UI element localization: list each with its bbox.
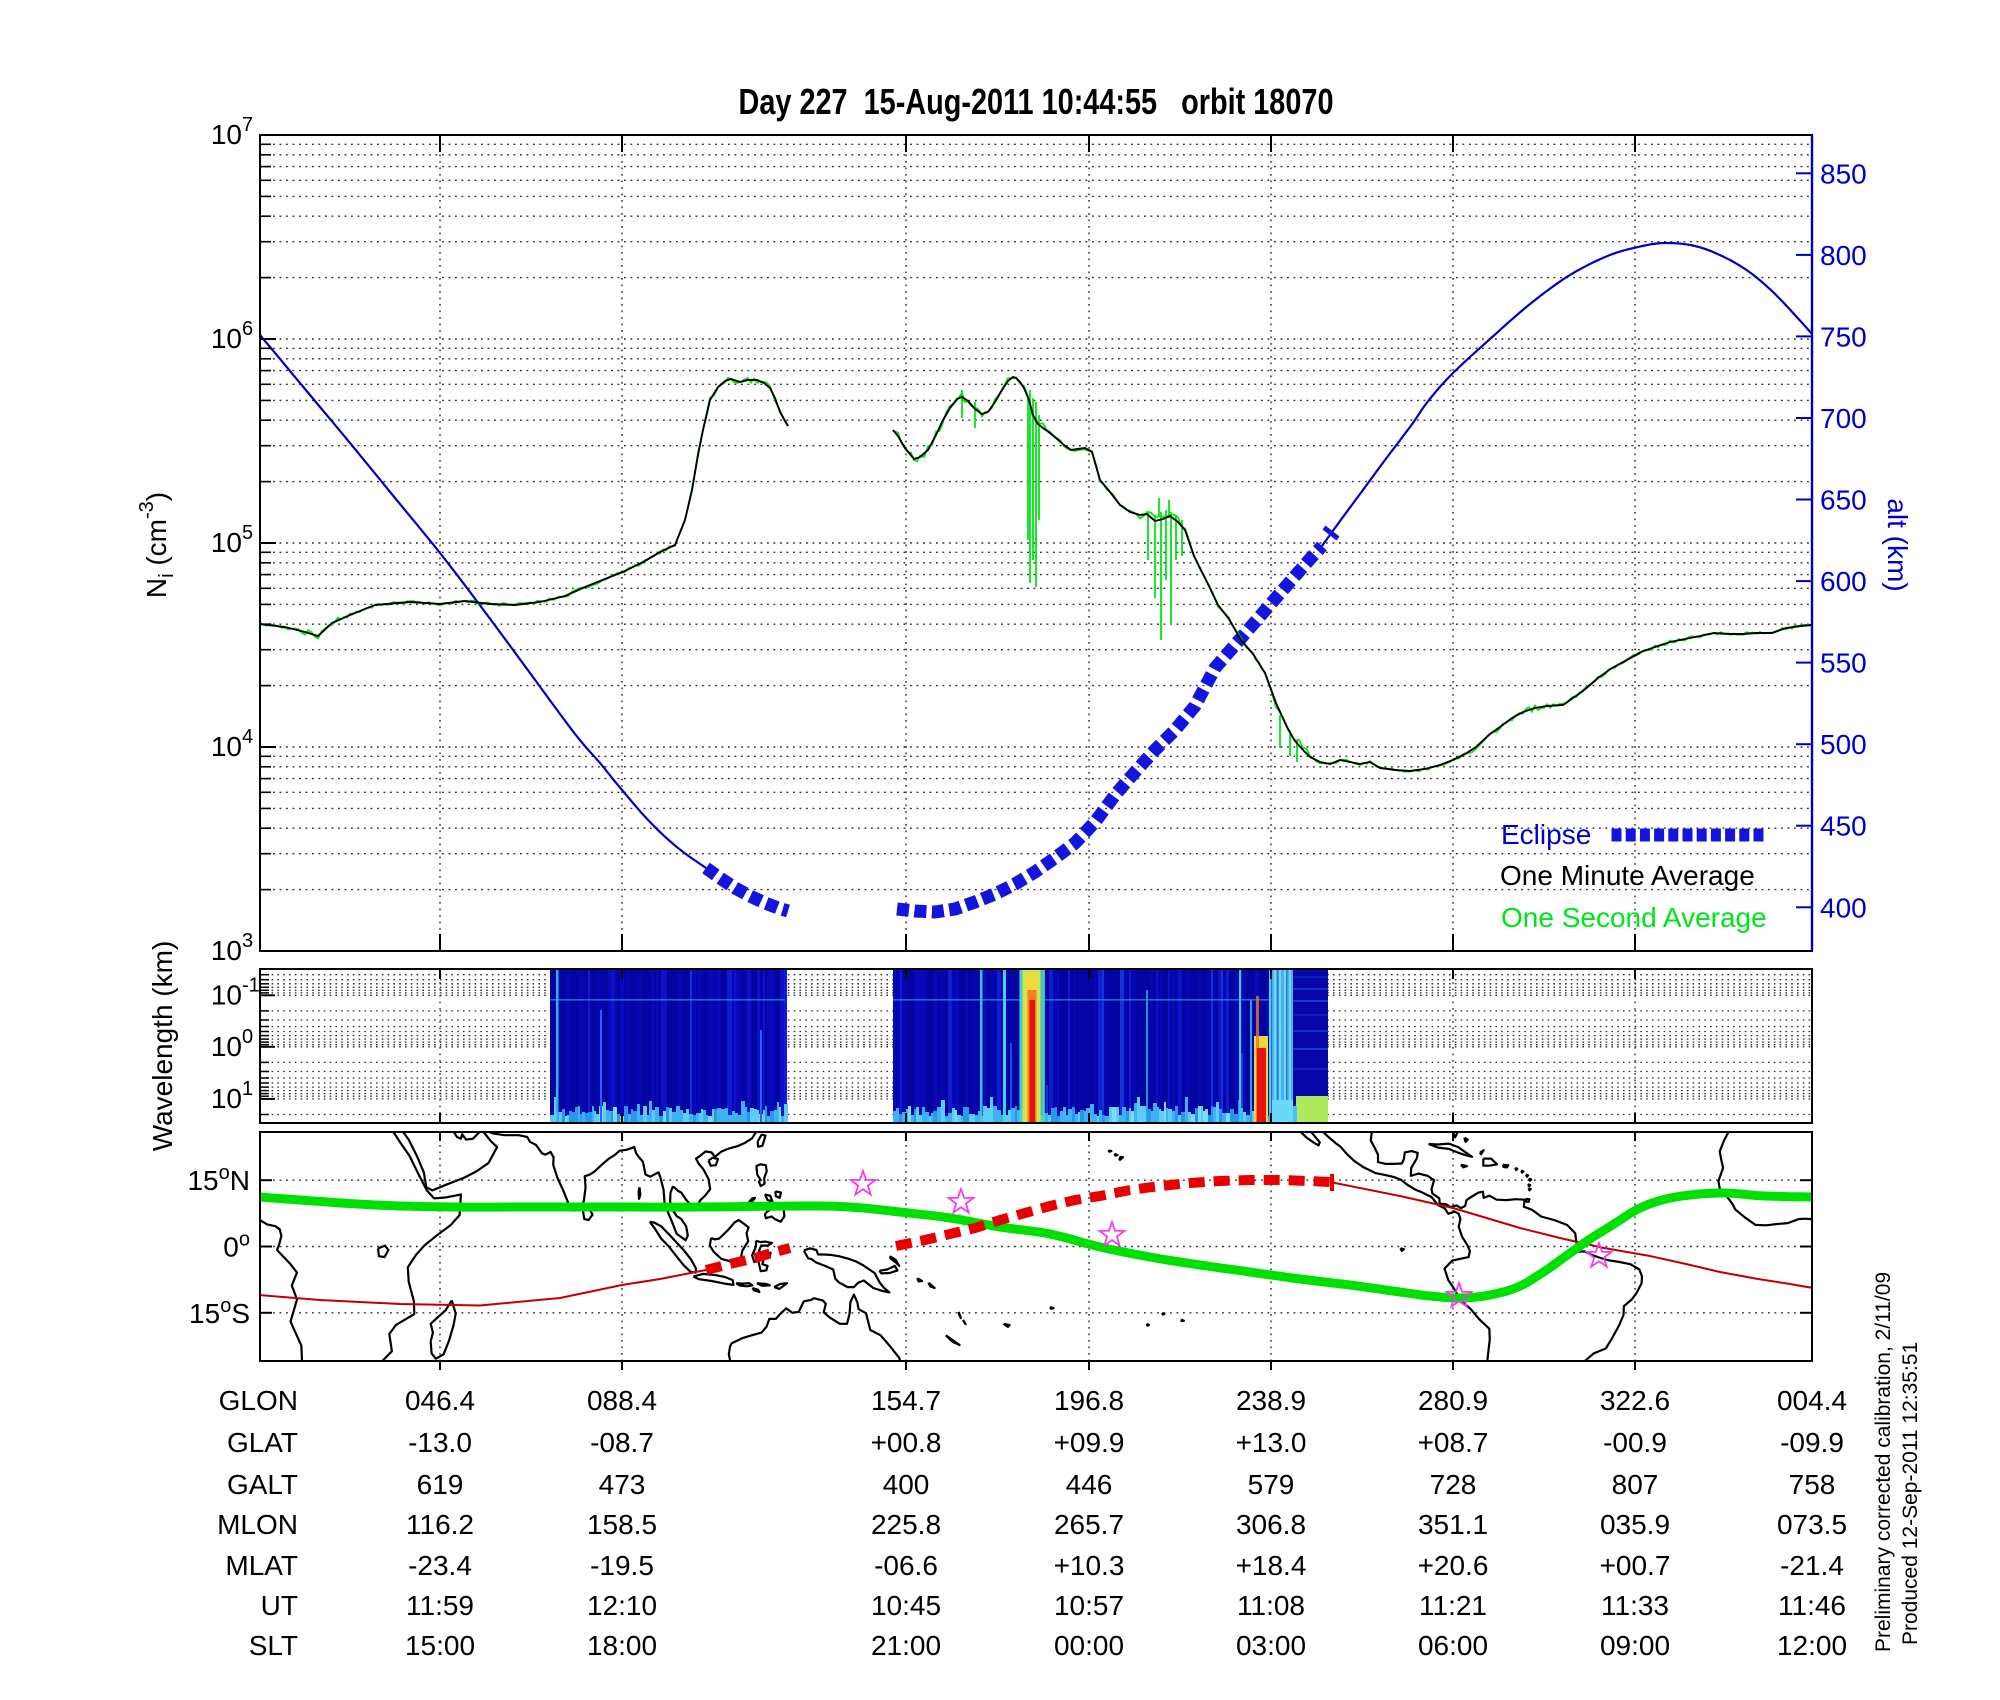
svg-text:850: 850 — [1820, 158, 1867, 189]
svg-text:03:00: 03:00 — [1236, 1630, 1306, 1661]
svg-text:12:10: 12:10 — [587, 1590, 657, 1621]
svg-text:18:00: 18:00 — [587, 1630, 657, 1661]
svg-text:700: 700 — [1820, 403, 1867, 434]
svg-text:+00.8: +00.8 — [871, 1427, 942, 1458]
svg-text:11:33: 11:33 — [1601, 1590, 1669, 1621]
svg-text:-23.4: -23.4 — [408, 1550, 472, 1581]
svg-text:GLAT: GLAT — [227, 1427, 298, 1458]
svg-text:10: 10 — [211, 731, 242, 762]
svg-text:196.8: 196.8 — [1054, 1385, 1124, 1416]
svg-text:10: 10 — [211, 323, 242, 354]
svg-text:10: 10 — [211, 979, 242, 1010]
svg-text:+13.0: +13.0 — [1236, 1427, 1307, 1458]
svg-text:-06.6: -06.6 — [874, 1550, 938, 1581]
svg-text:21:00: 21:00 — [871, 1630, 941, 1661]
svg-text:1: 1 — [242, 1078, 253, 1100]
svg-text:579: 579 — [1248, 1469, 1295, 1500]
svg-text:11:59: 11:59 — [406, 1590, 474, 1621]
svg-text:SLT: SLT — [249, 1630, 298, 1661]
svg-text:+10.3: +10.3 — [1054, 1550, 1125, 1581]
svg-text:Preliminary corrected calibrat: Preliminary corrected calibration, 2/11/… — [1872, 1272, 1895, 1652]
svg-text:400: 400 — [1820, 892, 1867, 923]
svg-text:15:00: 15:00 — [405, 1630, 475, 1661]
svg-text:06:00: 06:00 — [1418, 1630, 1488, 1661]
svg-text:10: 10 — [211, 119, 242, 150]
svg-text:0: 0 — [242, 1026, 253, 1048]
svg-text:One Minute Average: One Minute Average — [1500, 860, 1755, 891]
svg-text:306.8: 306.8 — [1236, 1509, 1306, 1540]
svg-text:UT: UT — [261, 1590, 298, 1621]
svg-text:10: 10 — [211, 1083, 242, 1114]
svg-text:GALT: GALT — [227, 1469, 298, 1500]
svg-text:4: 4 — [242, 726, 253, 748]
svg-text:15oS: 15oS — [189, 1295, 250, 1329]
svg-text:225.8: 225.8 — [871, 1509, 941, 1540]
svg-text:-13.0: -13.0 — [408, 1427, 472, 1458]
svg-text:035.9: 035.9 — [1600, 1509, 1670, 1540]
svg-text:116.2: 116.2 — [406, 1509, 474, 1540]
svg-text:728: 728 — [1430, 1469, 1477, 1500]
svg-text:154.7: 154.7 — [871, 1385, 941, 1416]
svg-text:807: 807 — [1612, 1469, 1659, 1500]
svg-text:046.4: 046.4 — [405, 1385, 475, 1416]
svg-text:10:57: 10:57 — [1054, 1590, 1124, 1621]
svg-text:+20.6: +20.6 — [1418, 1550, 1489, 1581]
svg-text:550: 550 — [1820, 648, 1867, 679]
svg-text:265.7: 265.7 — [1054, 1509, 1124, 1540]
svg-text:00:00: 00:00 — [1054, 1630, 1124, 1661]
svg-text:10: 10 — [211, 1031, 242, 1062]
svg-text:-1: -1 — [242, 974, 260, 996]
svg-text:Wavelength (km): Wavelength (km) — [147, 941, 178, 1152]
svg-text:Produced 12-Sep-2011 12:35:51: Produced 12-Sep-2011 12:35:51 — [1899, 1342, 1922, 1645]
svg-text:758: 758 — [1789, 1469, 1836, 1500]
svg-text:7: 7 — [242, 114, 253, 136]
svg-text:6: 6 — [242, 318, 253, 340]
svg-text:12:00: 12:00 — [1777, 1630, 1847, 1661]
svg-text:11:21: 11:21 — [1419, 1590, 1487, 1621]
svg-text:073.5: 073.5 — [1777, 1509, 1847, 1540]
svg-text:-00.9: -00.9 — [1603, 1427, 1667, 1458]
svg-text:09:00: 09:00 — [1600, 1630, 1670, 1661]
svg-text:500: 500 — [1820, 729, 1867, 760]
svg-text:Eclipse: Eclipse — [1501, 819, 1591, 850]
svg-text:158.5: 158.5 — [587, 1509, 657, 1540]
svg-text:MLAT: MLAT — [225, 1550, 298, 1581]
svg-text:238.9: 238.9 — [1236, 1385, 1306, 1416]
svg-text:800: 800 — [1820, 240, 1867, 271]
svg-text:alt (km): alt (km) — [1882, 498, 1913, 591]
svg-text:11:46: 11:46 — [1778, 1590, 1846, 1621]
svg-text:600: 600 — [1820, 566, 1867, 597]
svg-text:-21.4: -21.4 — [1780, 1550, 1844, 1581]
svg-text:10: 10 — [211, 935, 242, 966]
svg-text:+09.9: +09.9 — [1054, 1427, 1125, 1458]
svg-text:-19.5: -19.5 — [590, 1550, 654, 1581]
svg-text:GLON: GLON — [219, 1385, 298, 1416]
svg-text:One Second Average: One Second Average — [1501, 902, 1767, 933]
svg-text:10:45: 10:45 — [871, 1590, 941, 1621]
svg-text:3: 3 — [242, 930, 253, 952]
svg-text:-09.9: -09.9 — [1780, 1427, 1844, 1458]
svg-text:280.9: 280.9 — [1418, 1385, 1488, 1416]
svg-text:5: 5 — [242, 522, 253, 544]
svg-text:Day 227 15-Aug-2011 10:44:55: Day 227 15-Aug-2011 10:44:55 orbit 18070 — [739, 81, 1334, 122]
svg-text:446: 446 — [1066, 1469, 1113, 1500]
svg-text:+18.4: +18.4 — [1236, 1550, 1307, 1581]
svg-text:-08.7: -08.7 — [590, 1427, 654, 1458]
svg-text:10: 10 — [211, 527, 242, 558]
svg-text:351.1: 351.1 — [1418, 1509, 1488, 1540]
svg-text:088.4: 088.4 — [587, 1385, 657, 1416]
svg-text:619: 619 — [417, 1469, 464, 1500]
svg-text:750: 750 — [1820, 321, 1867, 352]
svg-text:450: 450 — [1820, 811, 1867, 842]
svg-text:004.4: 004.4 — [1777, 1385, 1847, 1416]
svg-text:+00.7: +00.7 — [1600, 1550, 1671, 1581]
svg-text:MLON: MLON — [217, 1509, 298, 1540]
svg-text:473: 473 — [599, 1469, 646, 1500]
svg-text:322.6: 322.6 — [1600, 1385, 1670, 1416]
svg-text:400: 400 — [883, 1469, 930, 1500]
svg-text:+08.7: +08.7 — [1418, 1427, 1489, 1458]
svg-text:11:08: 11:08 — [1237, 1590, 1305, 1621]
svg-text:650: 650 — [1820, 485, 1867, 516]
